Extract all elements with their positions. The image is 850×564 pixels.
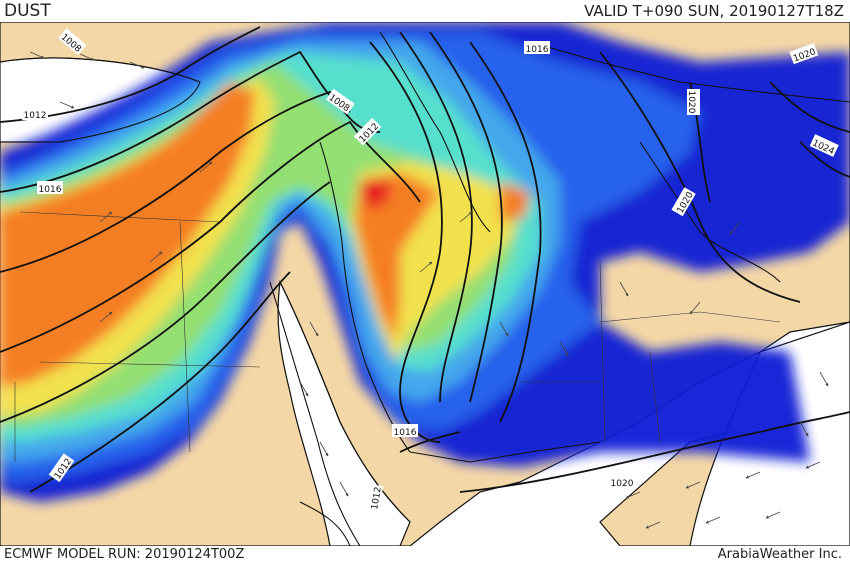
product-title: DUST	[4, 1, 51, 21]
isobar-label-1020-b: 1020	[686, 91, 696, 114]
isobar-label-1016-b: 1016	[526, 45, 549, 55]
isobar-label-1012-a: 1012	[24, 111, 47, 121]
isobar-label-1016-c: 1016	[394, 428, 417, 438]
dust-shading	[0, 22, 850, 502]
isobar-label-1016-a: 1016	[39, 185, 62, 195]
header-bar: DUST VALID T+090 SUN, 20190127T18Z	[0, 0, 850, 22]
footer-bar: ECMWF MODEL RUN: 20190124T00Z ArabiaWeat…	[0, 546, 850, 564]
coastlines	[0, 31, 850, 546]
wind-vectors	[29, 51, 829, 529]
credit-label: ArabiaWeather Inc.	[717, 547, 842, 562]
isobar-label-1020-d: 1020	[611, 479, 634, 489]
isobars	[0, 26, 850, 493]
isobar-label-1012-d: 1012	[370, 486, 384, 510]
map-panel: 1008 1008 1012 1012 1012 1012 1016 1016 …	[0, 22, 850, 546]
model-run-label: ECMWF MODEL RUN: 20190124T00Z	[4, 547, 245, 562]
borders	[14, 211, 781, 462]
valid-time-label: VALID T+090 SUN, 20190127T18Z	[584, 2, 844, 20]
map-canvas: 1008 1008 1012 1012 1012 1012 1016 1016 …	[0, 22, 850, 546]
